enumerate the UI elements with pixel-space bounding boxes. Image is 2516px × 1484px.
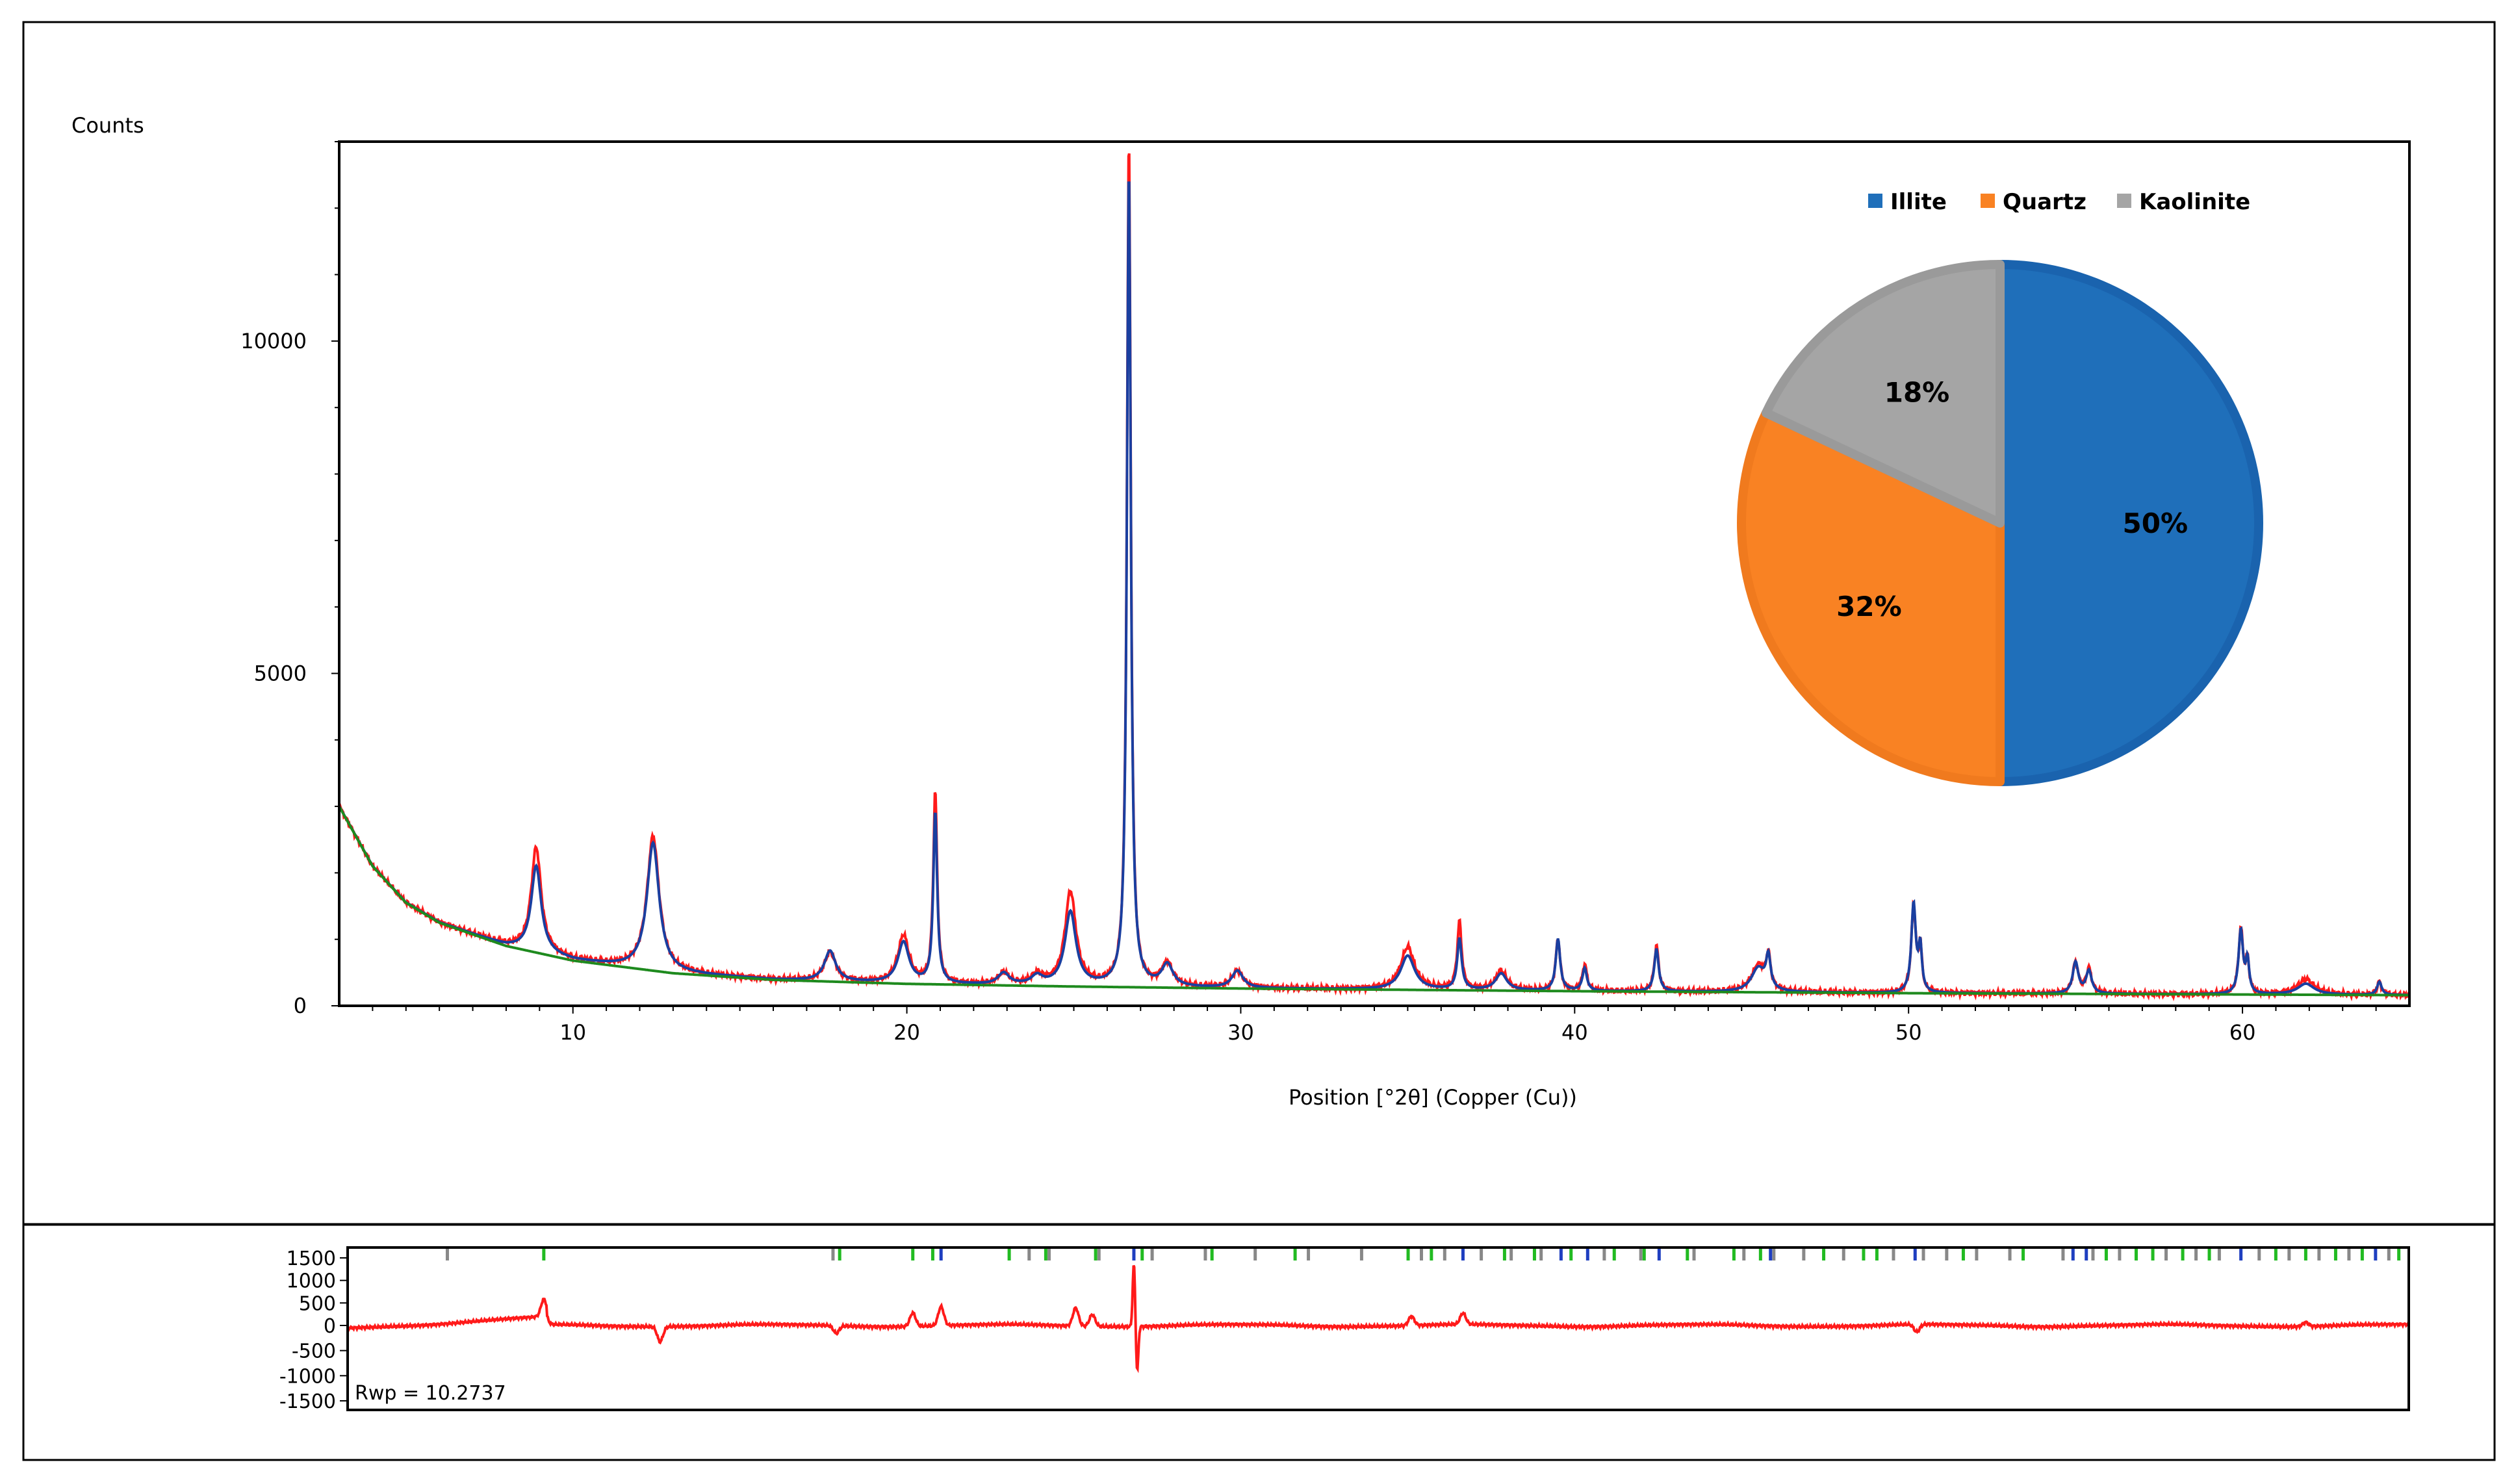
diff-y-tick-label: 1000 (287, 1270, 336, 1293)
x-tick-label: 50 (1895, 1020, 1922, 1045)
pie-slice-quartz (1737, 408, 2005, 786)
diff-y-tick-label: 1500 (287, 1247, 336, 1270)
difference-curve (347, 1264, 2410, 1374)
diff-y-tick-label: -500 (292, 1340, 336, 1363)
diff-y-tick-label: -1000 (279, 1365, 336, 1388)
legend-label-illite: Illite (1890, 189, 1947, 215)
pie-slice-illite (1996, 260, 2263, 786)
legend-label-kaolinite: Kaolinite (2139, 189, 2250, 215)
legend-label-quartz: Quartz (2003, 189, 2086, 215)
x-tick-label: 30 (1227, 1020, 1254, 1045)
pie-label-kaolinite: 18% (1884, 376, 1950, 408)
background-line (338, 806, 2409, 997)
x-tick-label: 60 (2229, 1020, 2256, 1045)
pie-label-illite: 50% (2123, 507, 2189, 539)
x-tick-label: 20 (893, 1020, 920, 1045)
legend-swatch-quartz (1981, 194, 1995, 208)
difference-plot-frame (346, 1246, 2410, 1411)
legend-swatch-illite (1868, 194, 1882, 208)
pie-label-quartz: 32% (1836, 591, 1902, 622)
x-tick-label: 40 (1561, 1020, 1588, 1045)
phase-pie-chart: 50% 32% 18% (1737, 260, 2263, 786)
rwp-annotation: Rwp = 10.2737 (355, 1382, 506, 1405)
y-axis-label: Counts (71, 113, 144, 138)
diff-y-tick-label: -1500 (279, 1390, 336, 1413)
y-tick-label: 0 (294, 993, 307, 1018)
y-tick-label: 10000 (240, 329, 307, 353)
pie-legend: Illite Quartz Kaolinite (1868, 189, 2250, 215)
diff-y-tick-label: 500 (299, 1292, 336, 1315)
main-plot-area: 10 20 30 40 50 60 0 5000 10000 (240, 140, 2411, 1045)
x-tick-label: 10 (559, 1020, 586, 1045)
legend-swatch-kaolinite (2117, 194, 2131, 208)
y-tick-label: 5000 (254, 661, 307, 685)
difference-panel-frame (22, 1223, 2496, 1461)
diff-y-tick-label: 0 (324, 1315, 336, 1338)
calculated-pattern-line (338, 181, 2409, 997)
pie-slice-kaolinite (1761, 260, 2005, 528)
x-axis-label: Position [°2θ] (Copper (Cu)) (1289, 1085, 1577, 1110)
